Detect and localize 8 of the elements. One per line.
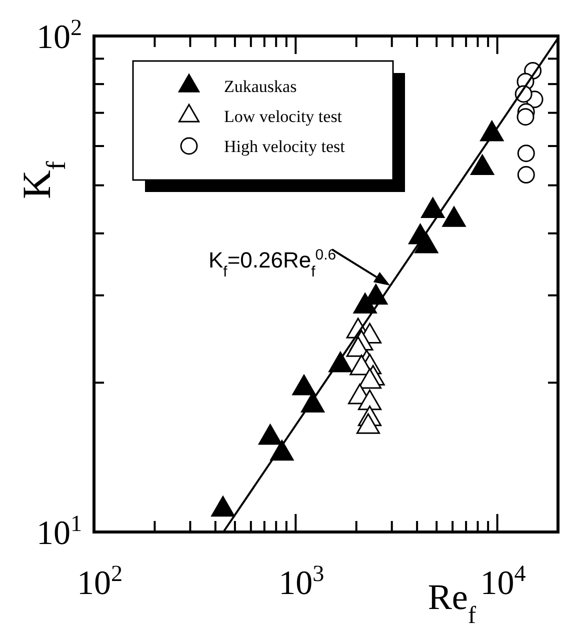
x-tick-label: 10$^{4}$ <box>480 561 526 602</box>
y-tick-label: 10$^{1}$ <box>36 511 82 552</box>
legend-label: High velocity test <box>224 137 346 156</box>
x-axis-title: Re$_{f}$ <box>428 577 477 627</box>
x-tick-label: 10$^{3}$ <box>278 561 324 602</box>
legend-label: Low velocity test <box>224 107 342 126</box>
legend-label: Zukauskas <box>224 77 297 96</box>
x-tick-label: 10$^{2}$ <box>77 561 123 602</box>
